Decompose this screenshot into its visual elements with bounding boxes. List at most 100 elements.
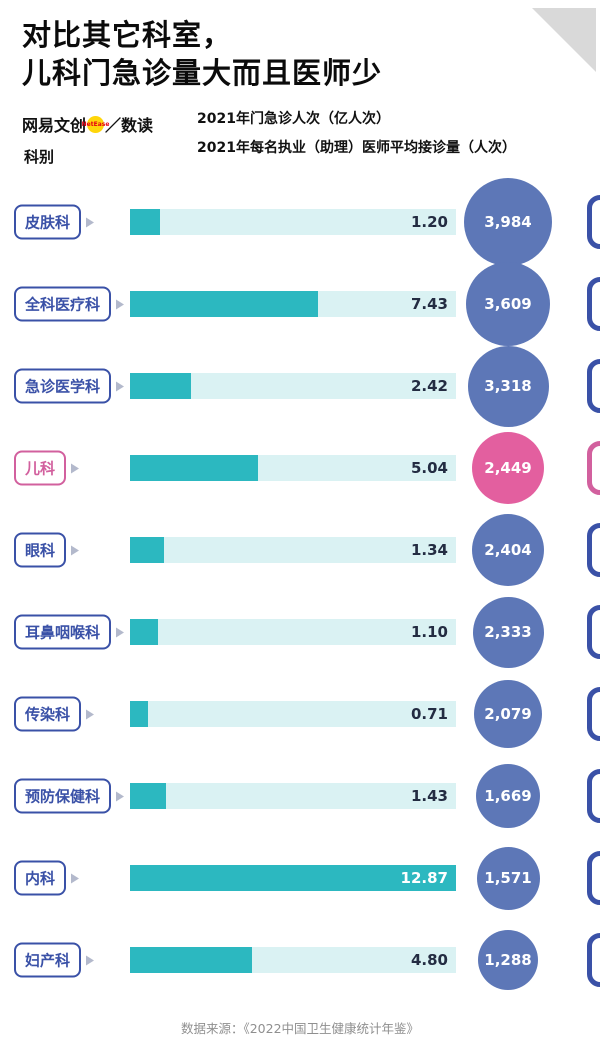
circle-value: 2,079 <box>484 705 532 723</box>
dept-label: 传染科 <box>25 705 71 724</box>
teal-square-icon <box>176 112 189 125</box>
dept-label: 急诊医学科 <box>25 377 101 396</box>
dept-box: 耳鼻咽喉科 <box>14 614 112 650</box>
circle-zone: 1,669 <box>460 748 556 844</box>
circle-zone: 2,333 <box>460 584 556 680</box>
doctor-avg-circle: 2,404 <box>472 514 544 586</box>
dept-wrap: 耳鼻咽喉科 <box>14 614 125 650</box>
brand-logo: 网易文创 NetEase ／数读 <box>22 112 153 136</box>
bar-track: 1.43 <box>130 783 456 809</box>
legend-item-visits: 2021年门急诊人次（亿人次） <box>176 108 516 128</box>
circle-value: 1,288 <box>484 951 532 969</box>
dept-label: 儿科 <box>25 459 56 478</box>
dept-wrap: 妇产科 <box>14 942 95 978</box>
table-row: 传染科 0.71 2,079 <box>0 673 600 755</box>
bar-fill <box>130 865 456 891</box>
doctor-avg-circle: 1,288 <box>478 930 538 990</box>
dept-wrap: 传染科 <box>14 696 95 732</box>
dept-label: 眼科 <box>25 541 56 560</box>
legend-label-per-doctor: 2021年每名执业（助理）医师平均接诊量（人次） <box>197 140 516 156</box>
arrow-right-icon <box>116 299 125 309</box>
circle-zone: 1,571 <box>460 830 556 926</box>
circle-value: 2,333 <box>484 623 532 641</box>
circle-value: 3,984 <box>484 213 532 231</box>
bar-track: 0.71 <box>130 701 456 727</box>
legend: 2021年门急诊人次（亿人次） 2021年每名执业（助理）医师平均接诊量（人次） <box>176 108 516 157</box>
dept-label: 内科 <box>25 869 56 888</box>
dept-wrap: 急诊医学科 <box>14 368 125 404</box>
table-row: 耳鼻咽喉科 1.10 2,333 <box>0 591 600 673</box>
bar-value: 4.80 <box>410 951 448 969</box>
table-row: 全科医疗科 7.43 3,609 <box>0 262 600 346</box>
bracket-icon <box>587 523 600 577</box>
bar-value: 2.42 <box>410 377 448 395</box>
bracket-icon <box>587 933 600 987</box>
footer-source: 数据来源：《2022中国卫生健康统计年鉴》 <box>180 1021 420 1036</box>
circle-value: 3,609 <box>484 295 532 313</box>
dept-box: 急诊医学科 <box>14 368 112 404</box>
arrow-right-icon <box>86 709 95 719</box>
brand-name: 网易文创 <box>22 116 87 135</box>
circle-zone: 3,984 <box>460 174 556 270</box>
dept-wrap: 全科医疗科 <box>14 286 125 322</box>
bar-value: 12.87 <box>400 869 448 887</box>
table-row: 急诊医学科 2.42 3,318 <box>0 345 600 427</box>
bar-track: 1.20 <box>130 209 456 235</box>
brand-yellow-dot-icon: NetEase <box>82 115 109 133</box>
bar-track: 12.87 <box>130 865 456 891</box>
bar-fill <box>130 455 258 481</box>
bar-track: 7.43 <box>130 291 456 317</box>
dept-box: 皮肤科 <box>14 204 82 240</box>
doctor-avg-circle: 2,449 <box>472 432 544 504</box>
circle-zone: 3,609 <box>460 256 556 352</box>
bar-track: 1.10 <box>130 619 456 645</box>
bar-fill <box>130 291 318 317</box>
table-row: 眼科 1.34 2,404 <box>0 509 600 591</box>
page-title: 对比其它科室， 儿科门急诊量大而且医师少 <box>22 16 382 93</box>
dept-wrap: 眼科 <box>14 532 80 568</box>
bracket-icon <box>587 359 600 413</box>
bar-track: 4.80 <box>130 947 456 973</box>
corner-triangle-decoration <box>532 8 596 72</box>
bracket-icon <box>587 769 600 823</box>
bar-fill <box>130 619 158 645</box>
arrow-right-icon <box>86 217 95 227</box>
dept-wrap: 皮肤科 <box>14 204 95 240</box>
arrow-right-icon <box>86 955 95 965</box>
doctor-avg-circle: 3,984 <box>464 178 552 266</box>
doctor-avg-circle: 2,333 <box>472 596 544 668</box>
circle-value: 2,404 <box>484 541 532 559</box>
rows: 皮肤科 1.20 3,984 全科医疗科 7.43 3,609 <box>0 178 600 1001</box>
brand-sub: ／数读 <box>105 116 154 135</box>
circle-value: 1,669 <box>484 787 532 805</box>
bar-value: 7.43 <box>410 295 448 313</box>
bar-track: 2.42 <box>130 373 456 399</box>
circle-value: 3,318 <box>484 377 532 395</box>
doctor-avg-circle: 1,571 <box>476 846 540 910</box>
doctor-avg-circle: 1,669 <box>476 764 540 828</box>
bar-fill <box>130 537 164 563</box>
bar-fill <box>130 373 191 399</box>
bar-track: 5.04 <box>130 455 456 481</box>
table-row: 内科 12.87 1,571 <box>0 837 600 919</box>
blue-circle-icon <box>176 141 189 154</box>
bracket-icon <box>587 441 600 495</box>
table-row: 预防保健科 1.43 1,669 <box>0 755 600 837</box>
dept-box: 妇产科 <box>14 942 82 978</box>
bar-value: 1.10 <box>410 623 448 641</box>
arrow-right-icon <box>71 463 80 473</box>
dept-wrap: 内科 <box>14 860 80 896</box>
bracket-icon <box>587 687 600 741</box>
table-row: 儿科 5.04 2,449 <box>0 427 600 509</box>
bar-value: 5.04 <box>410 459 448 477</box>
dept-label: 预防保健科 <box>25 787 101 806</box>
arrow-right-icon <box>71 545 80 555</box>
arrow-right-icon <box>116 627 125 637</box>
bar-fill <box>130 783 166 809</box>
legend-label-visits: 2021年门急诊人次（亿人次） <box>197 111 390 127</box>
dept-box: 内科 <box>14 860 67 896</box>
circle-value: 2,449 <box>484 459 532 477</box>
dept-box: 眼科 <box>14 532 67 568</box>
title-line2: 儿科门急诊量大而且医师少 <box>22 56 383 91</box>
